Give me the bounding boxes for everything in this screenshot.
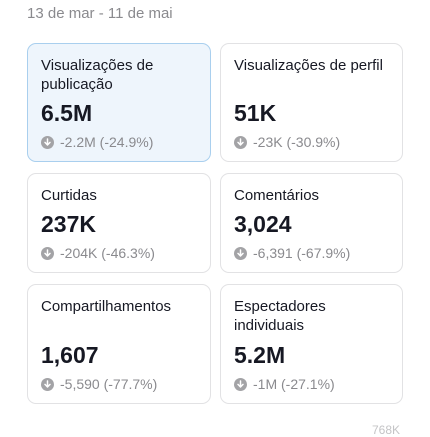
- metric-card[interactable]: Visualizações de perfil 51K -23K (-30.9%): [220, 43, 403, 162]
- metric-change-row: -6,391 (-67.9%): [234, 244, 390, 262]
- metric-change-row: -204K (-46.3%): [41, 244, 198, 262]
- down-icon: [41, 246, 54, 260]
- metric-value: 6.5M: [41, 100, 93, 126]
- metric-change-row: -5,590 (-77.7%): [41, 375, 198, 393]
- down-icon: [234, 135, 247, 149]
- metric-label: Compartilhamentos: [41, 298, 172, 315]
- metric-change-row: -23K (-30.9%): [234, 133, 390, 151]
- metric-card[interactable]: Visualizações de publicação 6.5M -2.2M (-2…: [27, 43, 211, 162]
- metric-label: Comentários: [234, 187, 320, 204]
- down-icon: [234, 246, 247, 260]
- down-icon: [41, 377, 54, 391]
- metric-value: 5.2M: [234, 342, 286, 368]
- metric-value: 51K: [234, 100, 277, 126]
- down-icon: [41, 135, 54, 149]
- date-range: 13 de mar - 11 de mai: [27, 5, 173, 22]
- metric-change: -6,391 (-67.9%): [253, 245, 351, 261]
- metric-card[interactable]: Compartilhamentos 1,607 -5,590 (-77.7%): [27, 284, 211, 404]
- metric-card[interactable]: Curtidas 237K -204K (-46.3%): [27, 173, 211, 273]
- footer-value: 768K: [371, 423, 400, 437]
- metric-label: Visualizações de publicação: [41, 57, 154, 93]
- metric-card[interactable]: Espectadores individuais 5.2M -1M (-27.1%): [220, 284, 403, 404]
- metric-label: Visualizações de perfil: [234, 57, 383, 74]
- metric-label: Espectadores individuais: [234, 298, 326, 334]
- down-icon: [234, 377, 247, 391]
- metric-change-row: -1M (-27.1%): [234, 375, 390, 393]
- metric-change-row: -2.2M (-24.9%): [41, 133, 198, 151]
- metric-change: -5,590 (-77.7%): [60, 376, 158, 392]
- metrics-grid: Visualizações de publicação 6.5M -2.2M (-2…: [27, 43, 403, 404]
- metric-value: 237K: [41, 211, 96, 237]
- metric-label: Curtidas: [41, 187, 97, 204]
- metric-change: -23K (-30.9%): [253, 134, 341, 150]
- metric-change: -204K (-46.3%): [60, 245, 155, 261]
- metric-change: -2.2M (-24.9%): [60, 134, 154, 150]
- metric-change: -1M (-27.1%): [253, 376, 335, 392]
- metric-card[interactable]: Comentários 3,024 -6,391 (-67.9%): [220, 173, 403, 273]
- metric-value: 1,607: [41, 342, 99, 368]
- metric-value: 3,024: [234, 211, 292, 237]
